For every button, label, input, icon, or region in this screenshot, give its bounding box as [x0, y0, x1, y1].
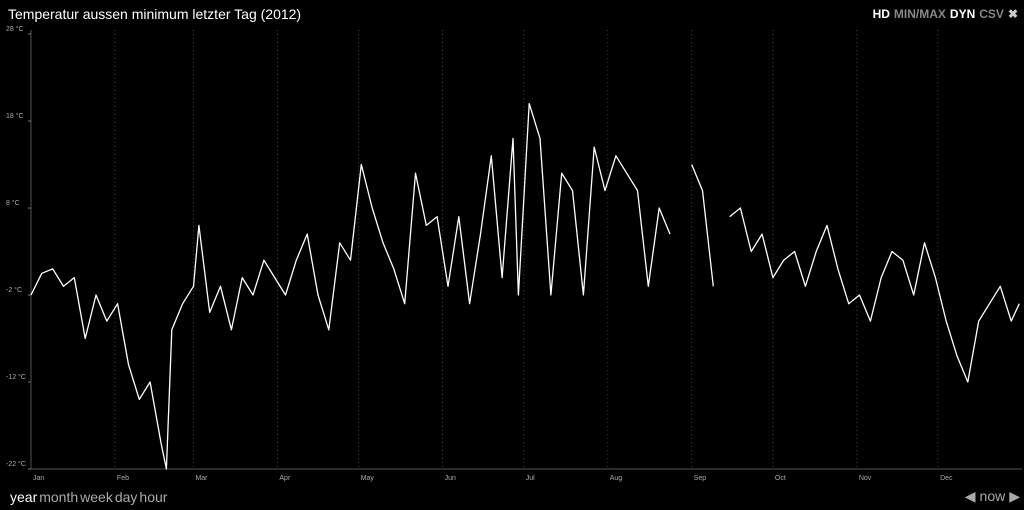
x-tick-label: Nov	[859, 475, 872, 482]
x-tick-label: Apr	[279, 475, 291, 482]
range-selector: year month week day hour	[10, 489, 169, 505]
y-tick-label: -22 °C	[6, 460, 26, 468]
button[interactable]: hour	[139, 489, 168, 505]
y-tick-label: 28 °C	[6, 25, 24, 33]
button[interactable]: CSV	[979, 7, 1004, 21]
button[interactable]: ▶	[1009, 488, 1020, 504]
x-tick-label: Feb	[117, 475, 129, 482]
temperature-line	[30, 102, 1020, 470]
x-tick-label: Jul	[526, 475, 535, 482]
button[interactable]: month	[39, 489, 79, 505]
button[interactable]: week	[80, 489, 113, 505]
navigation: ◀ now ▶	[961, 488, 1020, 505]
x-tick-label: Mar	[195, 475, 208, 482]
button[interactable]: MIN/MAX	[893, 7, 946, 21]
x-tick-label: Aug	[610, 475, 623, 482]
x-tick-label: Jan	[33, 475, 44, 482]
button[interactable]: year	[10, 489, 38, 505]
y-tick-label: 8 °C	[6, 199, 20, 207]
y-tick-label: 18 °C	[6, 112, 24, 120]
button[interactable]: ◀	[964, 488, 976, 504]
button[interactable]: ✖	[1007, 7, 1018, 21]
x-tick-label: Dec	[940, 475, 953, 482]
button[interactable]: HD	[872, 7, 890, 21]
button[interactable]: DYN	[949, 7, 976, 21]
button[interactable]: now	[979, 488, 1006, 504]
toolbar: HD MIN/MAX DYN CSV ✖	[869, 7, 1018, 21]
x-tick-label: May	[361, 475, 375, 482]
chart-title: Temperatur aussen minimum letzter Tag (2…	[8, 6, 302, 22]
x-tick-label: Jun	[445, 475, 456, 482]
x-tick-label: Oct	[775, 475, 786, 482]
y-tick-label: -2 °C	[6, 286, 22, 294]
y-tick-label: -12 °C	[6, 373, 26, 381]
button[interactable]: day	[114, 489, 138, 505]
x-tick-label: Sep	[694, 475, 707, 482]
